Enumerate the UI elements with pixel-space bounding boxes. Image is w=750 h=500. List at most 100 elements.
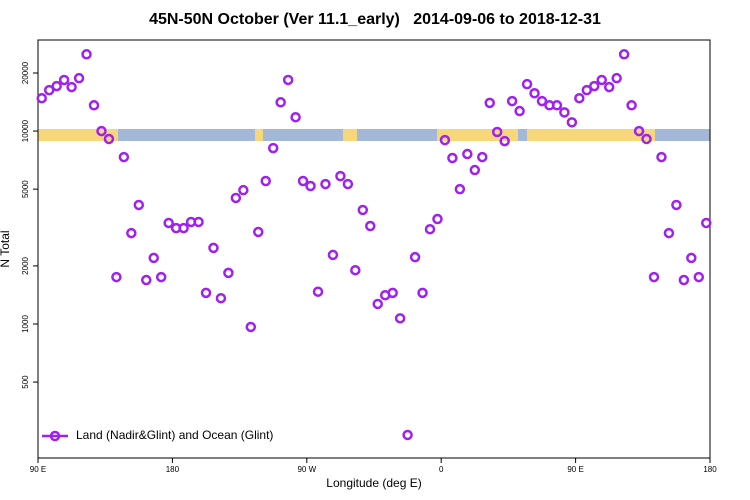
point [253,226,264,238]
point [387,287,398,299]
point [193,216,204,228]
point [439,134,451,146]
point [148,252,159,264]
point [491,126,503,138]
y-tick-label: 20000 [21,61,30,84]
land-ocean-strip [38,129,710,141]
point [36,92,47,104]
point [372,298,383,310]
point [43,84,55,96]
point [163,217,174,229]
point [409,251,421,263]
point [327,249,339,261]
point [402,429,413,441]
point [469,164,481,176]
point [641,133,652,145]
point [200,287,212,299]
point [103,133,115,145]
point [693,271,705,283]
point [686,252,697,264]
point [155,271,167,283]
chart-title: 45N-50N October (Ver 11.1_early) 2014-09… [149,11,601,28]
point [574,92,585,104]
point [447,152,458,164]
point [223,267,234,279]
y-tick-label: 10000 [21,119,30,142]
point [701,217,712,229]
y-tick-label: 1000 [21,315,30,333]
point [365,220,376,232]
point [462,148,473,160]
land-band [255,129,263,141]
point [118,151,130,163]
point [671,199,682,211]
point [626,100,637,111]
point [477,151,488,163]
point [245,321,257,333]
point [73,72,85,84]
point [141,274,152,286]
point [529,88,540,99]
land-band [343,129,357,141]
legend-marker [49,430,61,442]
point [320,178,331,190]
point [432,213,443,225]
x-axis-label: Longitude (deg E) [326,476,421,490]
point [342,178,354,190]
point [51,80,62,92]
point [66,81,77,93]
y-tick-label: 500 [21,375,30,389]
point [566,117,578,128]
point [514,105,525,117]
point [663,227,675,239]
land-band [527,129,655,141]
point [290,111,301,123]
point [521,78,533,90]
y-axis-label: N Total [0,230,12,267]
point [297,175,309,187]
point [596,74,607,86]
point [551,100,563,111]
point [81,49,92,60]
point [312,286,324,297]
x-tick-label: 180 [166,465,180,474]
x-tick-label: 90 W [297,465,316,474]
x-tick-label: 180 [703,465,717,474]
point [178,222,189,234]
point [88,100,100,111]
x-tick-label: 0 [439,465,444,474]
point [350,264,361,276]
point [282,74,294,86]
point [424,223,436,235]
point [58,74,70,86]
point [215,292,227,304]
point [618,49,630,60]
point [230,192,242,204]
point [417,287,428,299]
point [357,204,369,216]
y-tick-label: 5000 [21,180,30,198]
point [611,72,622,84]
x-tick-label: 90 E [30,465,46,474]
legend-label: Land (Nadir&Glint) and Ocean (Glint) [76,428,273,442]
point [536,95,548,107]
point [589,80,600,92]
point [275,97,286,108]
point [133,199,145,211]
point [238,184,249,196]
point [126,227,137,239]
point [335,170,346,182]
point [484,97,495,109]
plot-frame [37,39,711,459]
point [260,175,271,187]
x-tick-label: 90 E [567,465,583,474]
point [559,107,570,118]
point [633,125,645,137]
point [208,242,219,254]
y-tick-label: 2000 [21,256,30,274]
point [581,84,593,96]
point [499,135,510,147]
point [111,271,122,283]
